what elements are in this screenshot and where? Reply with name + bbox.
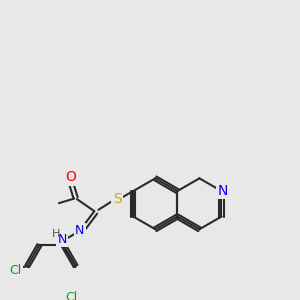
Text: S: S <box>113 192 122 206</box>
Text: Cl: Cl <box>66 291 78 300</box>
Text: O: O <box>65 170 76 184</box>
Text: H: H <box>52 230 60 239</box>
Text: N: N <box>58 233 67 246</box>
Text: N: N <box>218 184 228 198</box>
Text: N: N <box>75 224 84 237</box>
Text: Cl: Cl <box>9 265 21 278</box>
